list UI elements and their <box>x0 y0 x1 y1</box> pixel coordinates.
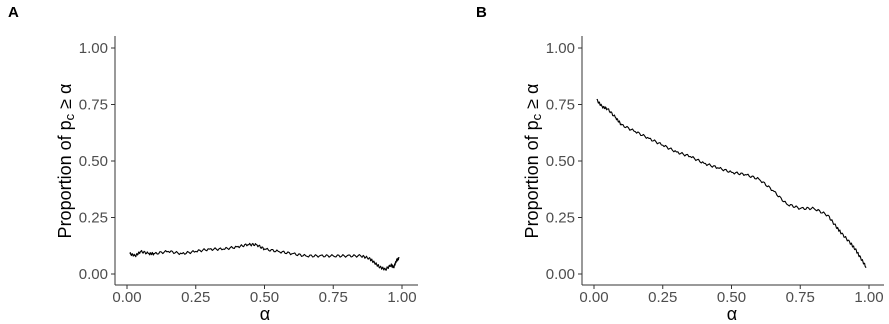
y-tick-label-a-1: 0.25 <box>79 210 108 227</box>
y-axis-title-b-post: ≥ α <box>522 84 542 114</box>
x-axis-title-b: α <box>727 304 737 324</box>
y-tick-label-b-2: 0.50 <box>546 153 575 170</box>
x-tick-label-a-1: 0.25 <box>181 289 210 306</box>
y-axis-title-a-pre: Proportion of p <box>55 120 75 238</box>
x-tick-label-a-3: 0.75 <box>319 289 348 306</box>
x-tick-label-a-2: 0.50 <box>250 289 279 306</box>
panel-b: B Proportion of pc ≥ α α 0.00 0.25 0.50 0.7… <box>476 4 884 324</box>
x-tick-label-b-2: 0.50 <box>717 289 746 306</box>
x-tick-label-b-4: 1.00 <box>854 289 883 306</box>
panel-a: A Proportion of pc ≥ α α 0.00 0.25 0.50 0.7… <box>8 4 418 324</box>
x-tick-label-a-4: 1.00 <box>387 289 416 306</box>
ticks-a: 0.00 0.25 0.50 0.75 1.00 0.00 0.25 0.50 0.75 1.00 <box>79 40 417 306</box>
x-tick-label-a-0: 0.00 <box>112 289 141 306</box>
y-tick-label-a-2: 0.50 <box>79 153 108 170</box>
y-tick-label-b-1: 0.25 <box>546 210 575 227</box>
y-tick-label-b-0: 0.00 <box>546 266 575 283</box>
ticks-b: 0.00 0.25 0.50 0.75 1.00 0.00 0.25 0.50 0.75 1.00 <box>546 40 884 306</box>
series-line-b <box>596 98 867 268</box>
y-axis-title-b-pre: Proportion of p <box>522 120 542 238</box>
y-axis-title-b-sub: c <box>529 113 544 120</box>
y-tick-label-b-3: 0.75 <box>546 97 575 114</box>
x-axis-title-a: α <box>260 304 270 324</box>
panel-label-b: B <box>476 4 487 21</box>
y-tick-label-a-4: 1.00 <box>79 40 108 57</box>
y-tick-label-a-0: 0.00 <box>79 266 108 283</box>
x-tick-label-b-1: 0.25 <box>648 289 677 306</box>
y-axis-title-a-sub: c <box>62 113 77 120</box>
x-tick-label-b-3: 0.75 <box>786 289 815 306</box>
svg-text:Proportion of pc ≥ α: Proportion of pc ≥ α <box>55 84 77 239</box>
series-line-a <box>129 242 400 271</box>
y-axis-title-a-post: ≥ α <box>55 84 75 114</box>
svg-text:Proportion of pc ≥ α: Proportion of pc ≥ α <box>522 84 544 239</box>
y-axis-title-b: Proportion of pc ≥ α <box>522 84 544 239</box>
x-tick-label-b-0: 0.00 <box>579 289 608 306</box>
panel-label-a: A <box>8 4 19 21</box>
y-tick-label-a-3: 0.75 <box>79 97 108 114</box>
y-axis-title-a: Proportion of pc ≥ α <box>55 84 77 239</box>
y-tick-label-b-4: 1.00 <box>546 40 575 57</box>
